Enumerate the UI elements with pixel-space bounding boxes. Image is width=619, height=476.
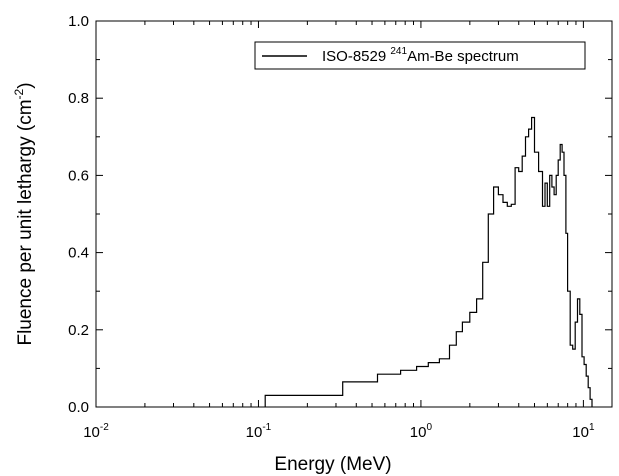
y-tick-label: 0.0 xyxy=(68,399,89,416)
x-axis-title: Energy (MeV) xyxy=(274,454,391,475)
y-tick-label: 1.0 xyxy=(68,13,89,30)
legend-box xyxy=(254,41,586,70)
x-tick-label: 101 xyxy=(572,422,595,441)
legend: ISO-8529 241Am-Be spectrum xyxy=(254,41,586,70)
y-tick-label: 0.4 xyxy=(68,245,89,262)
x-tick-label: 10-2 xyxy=(83,422,109,441)
y-tick-label: 0.6 xyxy=(68,167,89,184)
series-line xyxy=(264,116,593,407)
y-tick-labels: 0.0 0.2 0.4 0.6 0.8 1.0 xyxy=(68,13,89,416)
x-tick-label: 100 xyxy=(410,422,433,441)
x-tick-label: 10-1 xyxy=(246,422,272,441)
y-axis-title: Fluence per unit lethargy (cm-2) xyxy=(12,82,36,345)
x-tick-labels: 10-2 10-1 100 101 xyxy=(83,422,595,441)
y-tick-label: 0.8 xyxy=(68,90,89,107)
plot-frame xyxy=(95,20,613,408)
tick-marks xyxy=(95,20,612,408)
y-tick-label: 0.2 xyxy=(68,322,89,339)
legend-label: ISO-8529 241Am-Be spectrum xyxy=(322,46,519,65)
